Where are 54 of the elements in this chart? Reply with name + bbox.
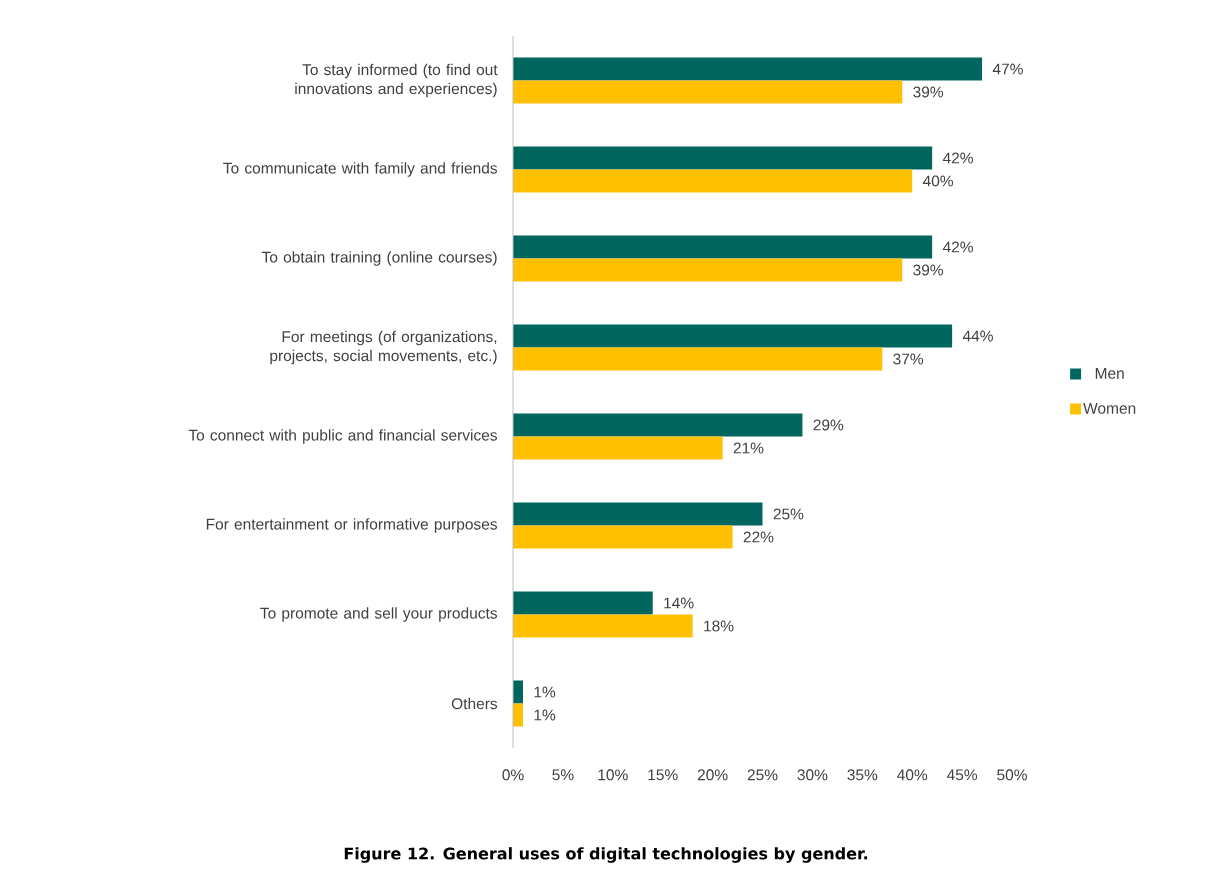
bar [513,680,523,704]
data-label: 1% [534,709,556,721]
x-tick-label: 25% [747,769,778,781]
x-tick-label: 45% [946,769,978,781]
data-label: 29% [813,419,844,431]
x-tick-label: 0% [502,769,524,781]
y-tick-label: To communicate with family and friends [223,162,498,177]
data-label: 14% [664,597,694,609]
data-label: 39% [913,264,944,276]
y-tick-label: To promote and sell your products [260,607,498,622]
bar [513,324,953,348]
data-label: 42% [942,152,973,164]
bar [513,413,803,437]
data-label: 1% [534,686,556,698]
bar [513,235,933,259]
y-tick-label: To obtain training (online courses) [261,251,497,266]
data-label: 40% [922,175,954,187]
x-tick-label: 15% [648,769,678,781]
bar [513,258,903,282]
bar [513,146,933,170]
data-label: 22% [743,531,774,543]
bar [513,80,903,104]
y-tick-label: Others [451,697,498,710]
x-tick-label: 20% [697,769,728,781]
bar [513,347,883,371]
y-tick-label: For entertainment or informative purposes [206,518,498,533]
data-label: 42% [942,241,973,253]
bar [513,703,523,727]
data-label: 21% [733,442,764,454]
x-tick-label: 30% [797,769,828,781]
x-tick-label: 10% [598,769,628,781]
data-label: 44% [962,330,993,342]
x-tick-label: 5% [552,769,574,781]
data-label: 47% [992,63,1023,75]
x-tick-label: 35% [847,769,878,781]
data-label: 18% [704,620,734,632]
bar [513,591,653,615]
x-tick-label: 50% [997,769,1027,781]
data-label: 39% [913,86,944,98]
bar [513,169,913,193]
bar [513,614,693,638]
bar [513,57,983,81]
x-tick-label: 40% [897,769,928,781]
y-tick-label: To stay informed (to find out innovations and experiences) [295,63,498,98]
bar [513,502,763,526]
legend-label: Men [1095,368,1124,379]
bar [513,525,733,549]
text: Figure 12. General uses of digital technologies by gender. [344,847,868,863]
bar [513,436,723,460]
y-tick-label: To connect with public and financial services [188,429,498,444]
data-label: 37% [893,353,924,365]
y-tick-label: For meetings (of organizations, projects, social movements, etc.) [270,330,497,365]
data-label: 25% [773,508,804,520]
legend-label: Women [1083,403,1136,414]
